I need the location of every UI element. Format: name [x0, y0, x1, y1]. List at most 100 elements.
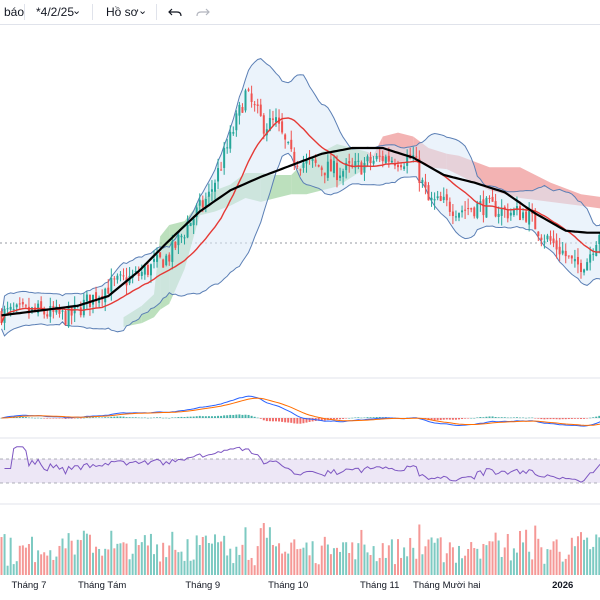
volume-bar — [143, 535, 146, 575]
volume-bar — [37, 550, 40, 575]
volume-bar — [220, 541, 223, 575]
macd-histogram-bar — [113, 416, 116, 418]
macd-histogram-bar — [3, 417, 6, 418]
candle-body — [6, 308, 9, 310]
macd-histogram-bar — [412, 417, 415, 419]
candle-body — [125, 277, 128, 286]
macd-histogram-bar — [259, 418, 262, 419]
volume-bar — [95, 546, 98, 575]
macd-histogram-bar — [451, 418, 454, 420]
macd-histogram-bar — [140, 417, 143, 419]
volume-bar — [186, 539, 189, 575]
indicators-menu-label[interactable]: báo — [4, 5, 25, 19]
candle-body — [302, 162, 305, 168]
candle-body — [488, 197, 491, 199]
volume-bar — [525, 529, 528, 575]
chevron-down-icon[interactable]: ⌄ — [72, 5, 82, 17]
macd-histogram-bar — [229, 414, 232, 418]
volume-bar — [290, 542, 293, 575]
macd-histogram-bar — [552, 418, 555, 420]
macd-histogram-bar — [156, 417, 159, 418]
candle-body — [119, 274, 122, 276]
macd-histogram-bar — [400, 418, 403, 419]
volume-bar — [540, 547, 543, 575]
macd-histogram-bar — [433, 418, 436, 421]
macd-histogram-bar — [476, 417, 479, 418]
candle-body — [67, 307, 70, 327]
x-axis-tick-label: Tháng 10 — [268, 580, 308, 591]
candle-body — [424, 181, 427, 188]
macd-histogram-bar — [424, 418, 427, 420]
ichimoku-cloud-segment — [459, 155, 490, 191]
volume-bar — [348, 553, 351, 575]
volume-bar — [305, 542, 308, 575]
candle-body — [52, 305, 55, 312]
macd-histogram-bar — [442, 418, 445, 420]
date-range-button[interactable]: *4/2/25 — [36, 5, 75, 19]
macd-histogram-bar — [223, 415, 226, 418]
candle-body — [348, 161, 351, 164]
ichimoku-cloud-segment — [184, 201, 200, 270]
volume-bar — [329, 554, 332, 575]
macd-histogram-bar — [58, 418, 61, 419]
volume-bar — [549, 549, 552, 575]
volume-bar — [134, 539, 137, 575]
macd-histogram-bar — [98, 417, 101, 418]
macd-histogram-bar — [253, 416, 256, 418]
candle-body — [387, 155, 390, 162]
volume-bar — [445, 553, 448, 575]
candle-body — [156, 254, 159, 262]
candle-body — [485, 197, 488, 218]
volume-bar — [470, 542, 473, 575]
chevron-down-icon[interactable]: ⌄ — [138, 5, 148, 17]
candle-body — [12, 308, 15, 310]
volume-bar — [299, 548, 302, 575]
candle-body — [293, 151, 296, 165]
volume-bar — [351, 542, 354, 575]
ichimoku-cloud-segment — [581, 194, 600, 209]
volume-bar — [345, 542, 348, 575]
volume-bar — [9, 537, 12, 575]
candle-body — [287, 141, 290, 143]
volume-bar — [79, 540, 82, 575]
macd-histogram-bar — [390, 417, 393, 418]
macd-histogram-bar — [174, 417, 177, 418]
candle-body — [241, 106, 244, 113]
undo-icon[interactable] — [168, 5, 182, 19]
candle-body — [397, 164, 399, 168]
candle-body — [186, 224, 189, 238]
ichimoku-cloud-segment — [337, 144, 368, 187]
volume-bar — [378, 557, 381, 575]
volume-bar — [67, 533, 70, 575]
macd-histogram-bar — [73, 418, 76, 419]
bollinger-upper-line — [1, 58, 600, 318]
candle-body — [570, 255, 573, 259]
candle-body — [153, 259, 155, 262]
redo-icon[interactable] — [196, 5, 210, 19]
candle-body — [278, 117, 281, 124]
macd-histogram-bar — [195, 416, 198, 418]
macd-histogram-bar — [210, 416, 213, 418]
macd-histogram-bar — [238, 414, 241, 418]
macd-histogram-bar — [473, 417, 476, 419]
candle-body — [345, 162, 348, 171]
macd-histogram-bar — [506, 417, 509, 419]
candle-body — [220, 169, 223, 171]
candle-body — [137, 272, 140, 277]
macd-histogram-bar — [52, 418, 55, 419]
volume-bar — [168, 545, 171, 575]
macd-histogram-bar — [180, 416, 183, 418]
macd-histogram-bar — [67, 418, 70, 419]
macd-histogram-bar — [256, 417, 259, 419]
macd-histogram-bar — [336, 418, 338, 420]
volume-bar — [531, 559, 534, 575]
candle-body — [223, 148, 226, 168]
volume-bar — [61, 538, 64, 575]
volume-bar — [82, 530, 85, 575]
volume-bar — [360, 529, 363, 575]
candle-body — [451, 211, 454, 216]
volume-bar — [34, 562, 37, 575]
profile-menu-button[interactable]: Hồ sơ — [106, 5, 139, 19]
macd-histogram-bar — [278, 418, 281, 422]
macd-histogram-bar — [122, 416, 125, 418]
